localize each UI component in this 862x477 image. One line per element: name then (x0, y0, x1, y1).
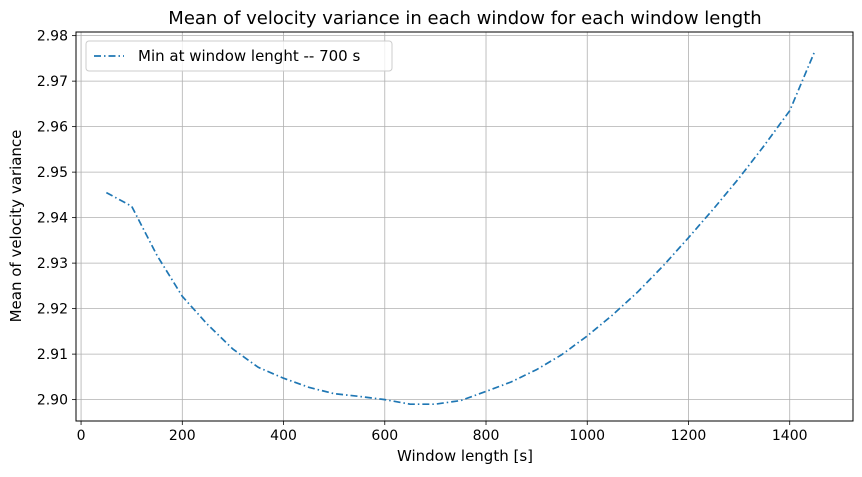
legend-label: Min at window lenght -- 700 s (138, 47, 360, 65)
x-tick-label: 400 (270, 428, 297, 444)
y-tick-label: 2.94 (37, 211, 68, 227)
y-tick-label: 2.93 (37, 256, 68, 272)
y-tick-label: 2.90 (37, 393, 68, 409)
y-tick-label: 2.97 (37, 74, 68, 90)
y-tick-label: 2.98 (37, 29, 68, 45)
y-tick-label: 2.92 (37, 302, 68, 318)
y-tick-label: 2.95 (37, 165, 68, 181)
x-tick-label: 1000 (569, 428, 605, 444)
y-tick-label: 2.96 (37, 120, 68, 136)
x-tick-label: 200 (169, 428, 196, 444)
x-axis-label: Window length [s] (397, 447, 533, 465)
x-tick-label: 600 (371, 428, 398, 444)
x-tick-label: 1400 (772, 428, 808, 444)
y-tick-label: 2.91 (37, 347, 68, 363)
x-tick-label: 1200 (671, 428, 707, 444)
x-tick-label: 800 (473, 428, 500, 444)
legend: Min at window lenght -- 700 s (86, 41, 392, 71)
y-axis-label: Mean of velocity variance (7, 130, 25, 323)
chart-title: Mean of velocity variance in each window… (168, 8, 761, 29)
x-tick-label: 0 (77, 428, 86, 444)
